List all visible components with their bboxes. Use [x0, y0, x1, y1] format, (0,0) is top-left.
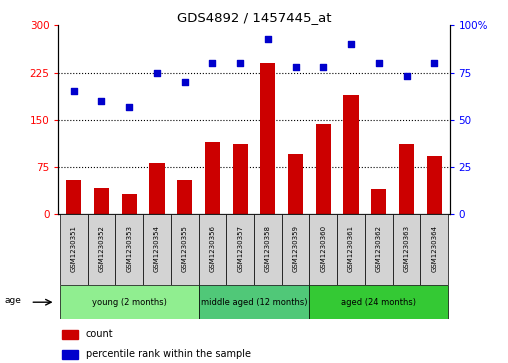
Text: age: age: [5, 296, 21, 305]
Bar: [177, 180, 192, 214]
Text: GSM1230362: GSM1230362: [376, 225, 382, 272]
Bar: [94, 188, 109, 214]
Point: [264, 36, 272, 41]
Point: [125, 104, 133, 110]
Bar: [260, 63, 275, 214]
Bar: [205, 142, 220, 214]
Bar: [309, 214, 337, 285]
Bar: [393, 214, 421, 285]
Point: [402, 73, 410, 79]
Bar: [121, 194, 137, 214]
Text: count: count: [86, 329, 113, 339]
Point: [320, 64, 328, 70]
Text: GSM1230364: GSM1230364: [431, 225, 437, 272]
Bar: [427, 156, 442, 214]
Text: GSM1230361: GSM1230361: [348, 225, 354, 272]
Point: [180, 79, 188, 85]
Text: young (2 months): young (2 months): [92, 298, 167, 307]
Text: GSM1230360: GSM1230360: [321, 225, 326, 272]
Bar: [171, 214, 199, 285]
Point: [236, 60, 244, 66]
Bar: [337, 214, 365, 285]
Bar: [62, 350, 78, 359]
Text: GSM1230352: GSM1230352: [99, 225, 105, 272]
Point: [208, 60, 216, 66]
Bar: [143, 214, 171, 285]
Point: [430, 60, 438, 66]
Text: middle aged (12 months): middle aged (12 months): [201, 298, 307, 307]
Bar: [399, 144, 414, 214]
Text: GSM1230354: GSM1230354: [154, 225, 160, 272]
Bar: [62, 330, 78, 339]
Bar: [226, 214, 254, 285]
Bar: [87, 214, 115, 285]
Bar: [316, 124, 331, 214]
Bar: [60, 214, 87, 285]
Point: [292, 64, 300, 70]
Text: GSM1230363: GSM1230363: [403, 225, 409, 272]
Title: GDS4892 / 1457445_at: GDS4892 / 1457445_at: [177, 11, 331, 24]
Bar: [288, 154, 303, 214]
Point: [347, 41, 355, 47]
Bar: [371, 189, 387, 214]
Bar: [149, 163, 165, 214]
Point: [153, 70, 161, 76]
Bar: [66, 180, 81, 214]
Text: GSM1230357: GSM1230357: [237, 225, 243, 272]
Bar: [60, 285, 199, 319]
Text: percentile rank within the sample: percentile rank within the sample: [86, 349, 251, 359]
Bar: [365, 214, 393, 285]
Bar: [343, 95, 359, 214]
Text: GSM1230353: GSM1230353: [126, 225, 132, 272]
Bar: [199, 214, 226, 285]
Point: [98, 98, 106, 104]
Bar: [421, 214, 448, 285]
Bar: [254, 214, 282, 285]
Text: GSM1230351: GSM1230351: [71, 225, 77, 272]
Bar: [233, 144, 248, 214]
Bar: [115, 214, 143, 285]
Text: GSM1230355: GSM1230355: [182, 225, 187, 272]
Bar: [199, 285, 309, 319]
Text: GSM1230356: GSM1230356: [209, 225, 215, 272]
Text: GSM1230359: GSM1230359: [293, 225, 299, 272]
Text: GSM1230358: GSM1230358: [265, 225, 271, 272]
Bar: [309, 285, 448, 319]
Point: [70, 89, 78, 94]
Text: aged (24 months): aged (24 months): [341, 298, 417, 307]
Point: [375, 60, 383, 66]
Bar: [282, 214, 309, 285]
